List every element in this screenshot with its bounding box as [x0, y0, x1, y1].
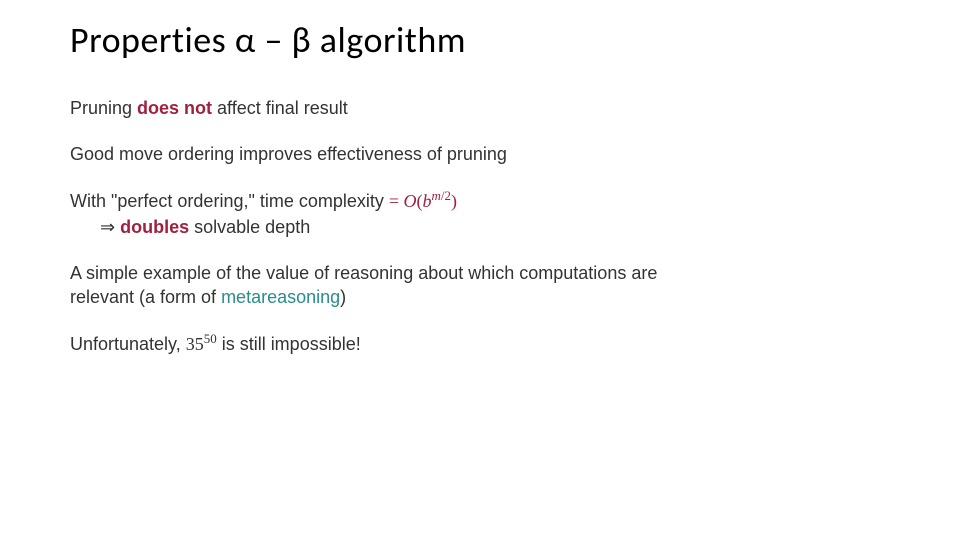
- point-metareasoning: A simple example of the value of reasoni…: [70, 261, 890, 310]
- exp-50: 50: [204, 331, 217, 346]
- eq-sign: =: [389, 191, 399, 211]
- exp-m: m: [432, 188, 441, 203]
- emphasis-doubles: doubles: [120, 217, 189, 237]
- base-35: 35: [186, 334, 204, 354]
- text: is still impossible!: [217, 334, 361, 354]
- text-line2-post: ): [340, 287, 346, 307]
- paren-close: ): [451, 191, 457, 211]
- point-ordering: Good move ordering improves effectivenes…: [70, 142, 890, 166]
- emphasis-metareasoning: metareasoning: [221, 287, 340, 307]
- text-line2-pre: relevant (a form of: [70, 287, 221, 307]
- text: Unfortunately,: [70, 334, 186, 354]
- text: With "perfect ordering," time complexity: [70, 191, 389, 211]
- slide-title: Properties α – β algorithm: [70, 18, 890, 62]
- point-pruning: Pruning does not affect final result: [70, 96, 890, 120]
- text: solvable depth: [189, 217, 310, 237]
- text: affect final result: [212, 98, 348, 118]
- point-impossible: Unfortunately, 3550 is still impossible!: [70, 332, 890, 356]
- implies-arrow-icon: ⇒: [100, 217, 115, 237]
- fn-O: O: [404, 191, 417, 211]
- slide-body: Pruning does not affect final result Goo…: [70, 96, 890, 356]
- math-complexity: = O(bm/2): [389, 191, 457, 211]
- emphasis-does-not: does not: [137, 98, 212, 118]
- exp-m-over-2: m/2: [432, 188, 451, 203]
- slide: Properties α – β algorithm Pruning does …: [0, 0, 960, 540]
- text: Pruning: [70, 98, 137, 118]
- sub-doubles: ⇒ doubles solvable depth: [100, 215, 890, 239]
- point-complexity: With "perfect ordering," time complexity…: [70, 189, 890, 240]
- math-35-50: 3550: [186, 334, 217, 354]
- text-line1: A simple example of the value of reasoni…: [70, 263, 657, 283]
- base-b: b: [423, 191, 432, 211]
